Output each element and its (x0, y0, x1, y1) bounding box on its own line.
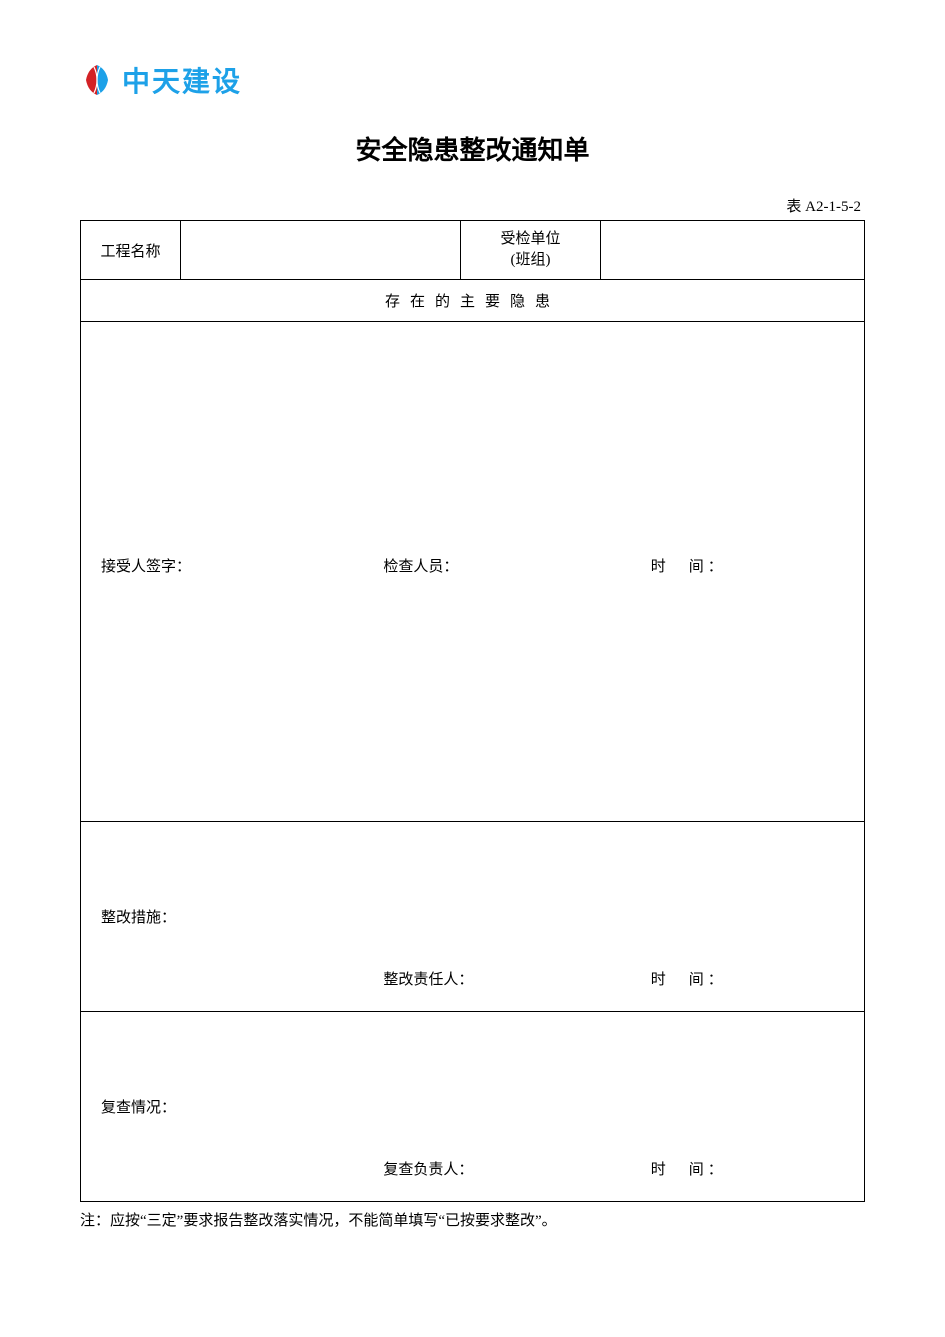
hazard-body-cell: 接受人签字： 检查人员： 时 间： (81, 322, 865, 822)
measures-time-label: 时 间： (651, 968, 844, 989)
measures-label: 整改措施： (101, 906, 844, 927)
review-time-label: 时 间： (651, 1158, 844, 1179)
measures-signature-row: 整改责任人： 时 间： (101, 968, 844, 989)
inspected-unit-label-line2: (班组) (511, 252, 551, 268)
inspected-unit-label: 受检单位 (班组) (461, 221, 601, 280)
logo-icon (80, 63, 114, 97)
inspected-unit-value (601, 221, 865, 280)
inspector-label: 检查人员： (383, 555, 650, 576)
form-table: 工程名称 受检单位 (班组) 存在的主要隐患 接受人签字： 检查人员： 时 间：… (80, 220, 865, 1202)
form-number: 表 A2-1-5-2 (80, 195, 865, 216)
measures-responsible-label: 整改责任人： (383, 968, 650, 989)
review-row: 复查情况： 复查负责人： 时 间： (81, 1012, 865, 1202)
document-title: 安全隐患整改通知单 (80, 130, 865, 167)
project-name-value (181, 221, 461, 280)
hazard-time-label: 时 间： (651, 555, 844, 576)
hazard-signature-row: 接受人签字： 检查人员： 时 间： (101, 555, 844, 576)
hazard-header-row: 存在的主要隐患 (81, 280, 865, 322)
hazard-body-row: 接受人签字： 检查人员： 时 间： (81, 322, 865, 822)
review-label: 复查情况： (101, 1096, 844, 1117)
hazard-section-header: 存在的主要隐患 (81, 280, 865, 322)
receiver-sign-label: 接受人签字： (101, 555, 383, 576)
inspected-unit-label-line1: 受检单位 (500, 231, 560, 247)
review-reviewer-label: 复查负责人： (383, 1158, 650, 1179)
project-name-label: 工程名称 (81, 221, 181, 280)
review-signature-row: 复查负责人： 时 间： (101, 1158, 844, 1179)
footnote: 注：应按“三定”要求报告整改落实情况，不能简单填写“已按要求整改”。 (80, 1210, 865, 1233)
measures-row: 整改措施： 整改责任人： 时 间： (81, 822, 865, 1012)
company-name: 中天建设 (122, 60, 242, 100)
measures-body-cell: 整改措施： 整改责任人： 时 间： (81, 822, 865, 1012)
review-body-cell: 复查情况： 复查负责人： 时 间： (81, 1012, 865, 1202)
company-logo: 中天建设 (80, 60, 865, 100)
header-row: 工程名称 受检单位 (班组) (81, 221, 865, 280)
